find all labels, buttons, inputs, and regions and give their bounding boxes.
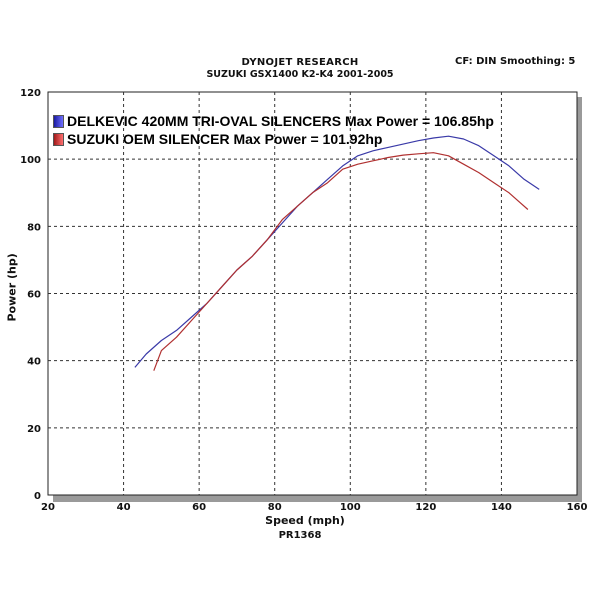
series-lines	[134, 135, 540, 371]
legend-swatch-red	[53, 132, 64, 146]
x-axis-label: Speed (mph)	[265, 514, 345, 527]
chart-subtitle: SUZUKI GSX1400 K2-K4 2001-2005	[206, 69, 394, 80]
x-tick-label: 120	[415, 502, 436, 513]
x-tick-label: 40	[117, 502, 131, 513]
legend-label-delkevic: DELKEVIC 420MM TRI-OVAL SILENCERS Max Po…	[67, 113, 494, 129]
chart-title: DYNOJET RESEARCH	[241, 57, 359, 68]
x-tick-label: 100	[340, 502, 361, 513]
y-tick-label: 60	[27, 290, 41, 301]
y-tick-label: 40	[27, 357, 41, 368]
x-tick-label: 160	[567, 502, 588, 513]
run-id: PR1368	[278, 530, 322, 541]
legend-item-delkevic: DELKEVIC 420MM TRI-OVAL SILENCERS Max Po…	[53, 113, 494, 129]
series-line-1	[153, 152, 529, 371]
y-axis-label: Power (hp)	[5, 253, 19, 322]
legend-swatch-blue	[53, 114, 64, 128]
legend-item-oem: SUZUKI OEM SILENCER Max Power = 101.92hp	[53, 131, 382, 147]
dyno-settings: CF: DIN Smoothing: 5	[455, 56, 576, 67]
x-tick-label: 60	[192, 502, 206, 513]
legend-label-oem: SUZUKI OEM SILENCER Max Power = 101.92hp	[67, 131, 383, 147]
y-tick-label: 80	[27, 222, 41, 233]
x-tick-label: 140	[491, 502, 512, 513]
y-tick-label: 100	[20, 155, 41, 166]
y-tick-label: 120	[20, 88, 41, 99]
y-tick-label: 0	[34, 491, 41, 502]
x-tick-label: 80	[268, 502, 282, 513]
x-tick-label: 20	[41, 502, 55, 513]
grid	[48, 92, 577, 495]
series-line-0	[134, 135, 540, 368]
y-tick-label: 20	[27, 424, 41, 435]
